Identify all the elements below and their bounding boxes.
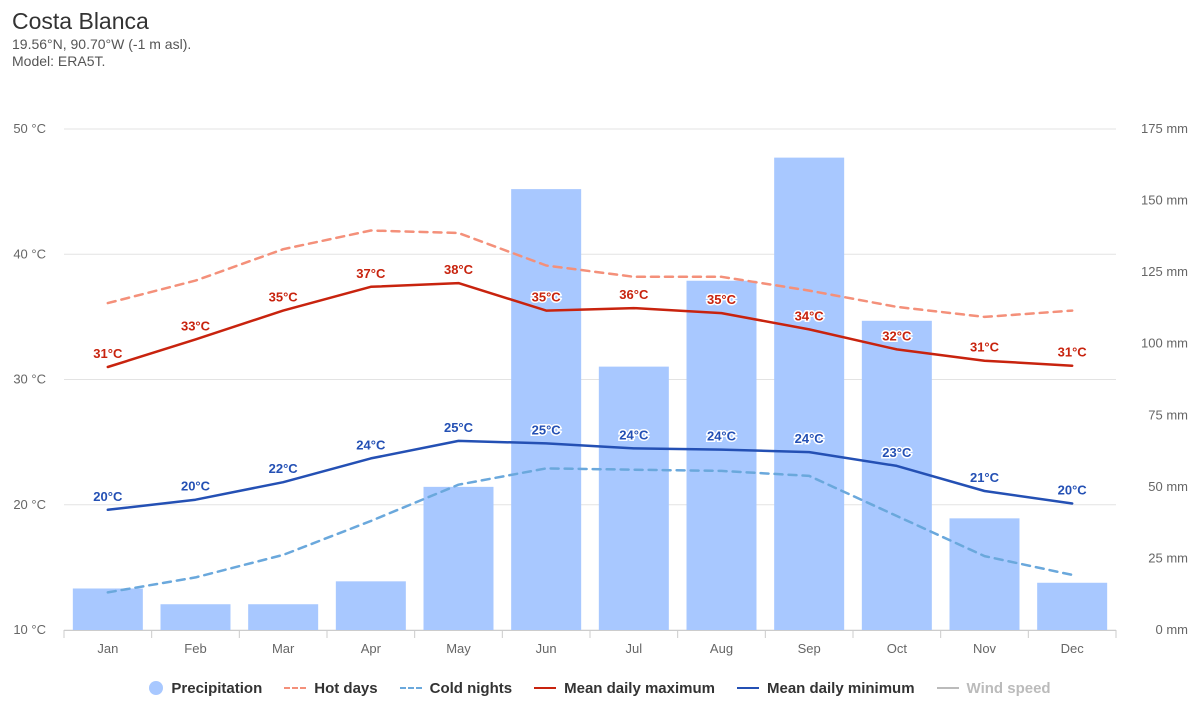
precipitation-bar[interactable]: [686, 280, 757, 630]
mean-daily-maximum-data-label: 31°C: [93, 346, 123, 361]
chart-legend: Precipitation Hot days Cold nights Mean dai…: [0, 676, 1200, 700]
precipitation-bar[interactable]: [861, 320, 932, 630]
mean-daily-minimum-data-label: 24°C: [795, 431, 825, 446]
y-right-tick-label: 175 mm: [1141, 121, 1188, 136]
chart-subtitle-model: Model: ERA5T.: [12, 53, 106, 69]
y-right-tick-label: 100 mm: [1141, 336, 1188, 351]
mean-daily-maximum-data-label: 35°C: [269, 290, 299, 305]
y-left-tick-label: 30 °C: [13, 372, 46, 387]
legend-label: Precipitation: [171, 679, 263, 697]
y-right-tick-label: 50 mm: [1148, 479, 1188, 494]
precipitation-bar[interactable]: [1037, 582, 1108, 630]
x-tick-label: Feb: [184, 641, 206, 656]
mean-daily-minimum-data-label: 21°C: [970, 470, 1000, 485]
chart-subtitle-coords: 19.56°N, 90.70°W (-1 m asl).: [12, 36, 192, 52]
precipitation-bar[interactable]: [598, 366, 669, 630]
x-tick-label: Oct: [887, 641, 908, 656]
mean-daily-minimum-data-label: 24°C: [707, 429, 737, 444]
y-axis-left: 10 °C 20 °C 30 °C 40 °C 50 °C: [13, 121, 46, 637]
legend-symbol-circle: [149, 681, 164, 695]
x-tick-label: Dec: [1061, 641, 1085, 656]
x-tick-label: Jan: [97, 641, 118, 656]
legend-item-precipitation[interactable]: Precipitation: [149, 680, 262, 697]
hot-days-line[interactable]: [106, 229, 1074, 319]
temperature-lines[interactable]: [106, 229, 1074, 594]
y-left-tick-label: 20 °C: [13, 497, 46, 512]
legend-symbol-line: [936, 687, 959, 689]
precipitation-bar[interactable]: [248, 604, 319, 630]
x-tick-label: Aug: [710, 641, 733, 656]
x-tick-label: Jun: [536, 641, 557, 656]
y-left-tick-label: 40 °C: [13, 246, 46, 261]
legend-symbol-line: [737, 687, 759, 689]
x-tick-label: Mar: [272, 641, 295, 656]
data-labels: 31°C 33°C 35°C 37°C 38°C 35°C 36°C 35°C 34°C 32°C…: [92, 261, 1089, 506]
legend-symbol-line: [534, 687, 557, 689]
legend-item-mean-daily-minimum[interactable]: Mean daily minimum: [737, 680, 915, 697]
mean-daily-minimum-data-label: 24°C: [619, 427, 649, 442]
chart-header: Costa Blanca 19.56°N, 90.70°W (-1 m asl)…: [12, 6, 191, 70]
y-left-tick-label: 50 °C: [13, 121, 46, 136]
mean-daily-minimum-data-label: 24°C: [356, 437, 386, 452]
legend-item-cold-nights[interactable]: Cold nights: [399, 679, 513, 697]
y-right-tick-label: 75 mm: [1148, 407, 1188, 422]
mean-daily-minimum-data-label: 25°C: [444, 420, 474, 435]
mean-daily-maximum-data-label: 32°C: [882, 328, 912, 343]
mean-daily-maximum-data-label: 36°C: [619, 287, 649, 302]
legend-item-hot-days[interactable]: Hot days: [284, 679, 378, 697]
precipitation-bar[interactable]: [160, 604, 231, 630]
legend-label: Wind speed: [966, 679, 1051, 697]
precipitation-bar[interactable]: [72, 588, 143, 630]
mean-daily-maximum-data-label: 31°C: [970, 340, 1000, 355]
mean-daily-minimum-data-label: 23°C: [882, 445, 912, 460]
legend-item-mean-daily-maximum[interactable]: Mean daily maximum: [534, 680, 715, 697]
legend-symbol-dash: [284, 687, 307, 689]
mean-daily-maximum-data-label: 38°C: [444, 262, 474, 277]
x-tick-label: May: [446, 641, 471, 656]
mean-daily-maximum-data-label: 34°C: [795, 308, 825, 323]
precipitation-bar[interactable]: [949, 518, 1020, 630]
legend-label: Mean daily maximum: [564, 679, 715, 697]
x-axis: Jan Feb Mar Apr May Jun Jul Aug Sep Oct Nov Dec: [63, 630, 1117, 656]
y-axis-right: 0 mm 25 mm 50 mm 75 mm 100 mm 125 mm 150 mm 175…: [1141, 121, 1188, 637]
legend-symbol-dash: [399, 687, 422, 689]
mean-daily-minimum-data-label: 20°C: [1058, 482, 1088, 497]
mean-daily-minimum-data-label: 20°C: [93, 489, 123, 504]
cold-nights-line[interactable]: [106, 467, 1074, 594]
y-right-tick-label: 150 mm: [1141, 193, 1188, 208]
y-right-tick-label: 0 mm: [1156, 622, 1189, 637]
precipitation-bars[interactable]: [72, 157, 1108, 630]
mean-daily-maximum-data-label: 31°C: [1058, 345, 1088, 360]
precipitation-bar[interactable]: [335, 581, 406, 630]
mean-daily-minimum-data-label: 25°C: [532, 422, 562, 437]
legend-label: Mean daily minimum: [767, 679, 915, 697]
y-right-tick-label: 125 mm: [1141, 264, 1188, 279]
y-right-tick-label: 25 mm: [1148, 550, 1188, 565]
x-tick-label: Apr: [361, 641, 382, 656]
legend-label: Cold nights: [429, 679, 513, 697]
legend-item-wind-speed[interactable]: Wind speed: [936, 679, 1051, 697]
x-tick-label: Jul: [626, 641, 643, 656]
chart-plot: 10 °C 20 °C 30 °C 40 °C 50 °C 0 mm 25 mm 50 mm…: [13, 121, 1188, 656]
x-tick-label: Nov: [973, 641, 997, 656]
mean-daily-maximum-line[interactable]: [106, 281, 1074, 369]
precipitation-bar[interactable]: [423, 486, 494, 630]
mean-daily-maximum-data-label: 37°C: [356, 266, 386, 281]
y-left-tick-label: 10 °C: [13, 622, 46, 637]
mean-daily-minimum-data-label: 20°C: [181, 479, 211, 494]
mean-daily-minimum-data-label: 22°C: [269, 461, 299, 476]
legend-label: Hot days: [314, 679, 378, 697]
mean-daily-maximum-data-label: 33°C: [181, 318, 211, 333]
chart-title: Costa Blanca: [12, 8, 149, 34]
mean-daily-minimum-line[interactable]: [106, 439, 1074, 512]
x-tick-label: Sep: [798, 641, 821, 656]
precipitation-bar[interactable]: [774, 157, 845, 630]
mean-daily-maximum-data-label: 35°C: [707, 292, 737, 307]
precipitation-bar[interactable]: [511, 189, 582, 630]
mean-daily-maximum-data-label: 35°C: [532, 290, 562, 305]
